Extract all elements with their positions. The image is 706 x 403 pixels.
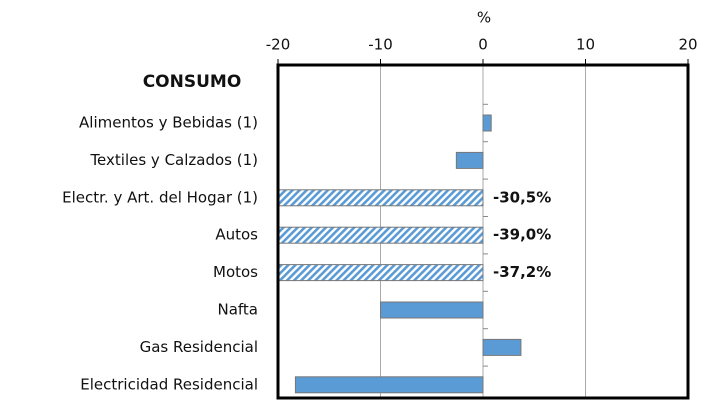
category-label: Textiles y Calzados (1) <box>89 151 258 169</box>
bar <box>482 114 492 132</box>
x-tick-label: -10 <box>368 36 393 54</box>
bar <box>278 264 484 282</box>
category-label: Electr. y Art. del Hogar (1) <box>62 188 258 206</box>
category-label: Electricidad Residencial <box>80 375 258 393</box>
value-label: -30,5% <box>493 188 551 206</box>
bar <box>380 301 484 319</box>
category-label: Autos <box>215 226 258 244</box>
x-tick-label: 20 <box>678 36 697 54</box>
x-tick-label: 0 <box>478 36 488 54</box>
bar <box>278 226 484 244</box>
bar <box>482 338 522 356</box>
category-label: Motos <box>213 263 258 281</box>
x-tick-label: 10 <box>576 36 595 54</box>
category-label: Gas Residencial <box>140 338 258 356</box>
bar <box>455 151 484 169</box>
value-label: -39,0% <box>493 226 551 244</box>
bar <box>278 189 484 207</box>
bar <box>294 376 484 394</box>
x-tick-label: -20 <box>266 36 291 54</box>
value-label: -37,2% <box>493 263 551 281</box>
category-label: Nafta <box>217 301 258 319</box>
category-label: Alimentos y Bebidas (1) <box>79 114 258 132</box>
axis-label: % <box>477 9 491 27</box>
group-label: CONSUMO <box>143 72 242 92</box>
